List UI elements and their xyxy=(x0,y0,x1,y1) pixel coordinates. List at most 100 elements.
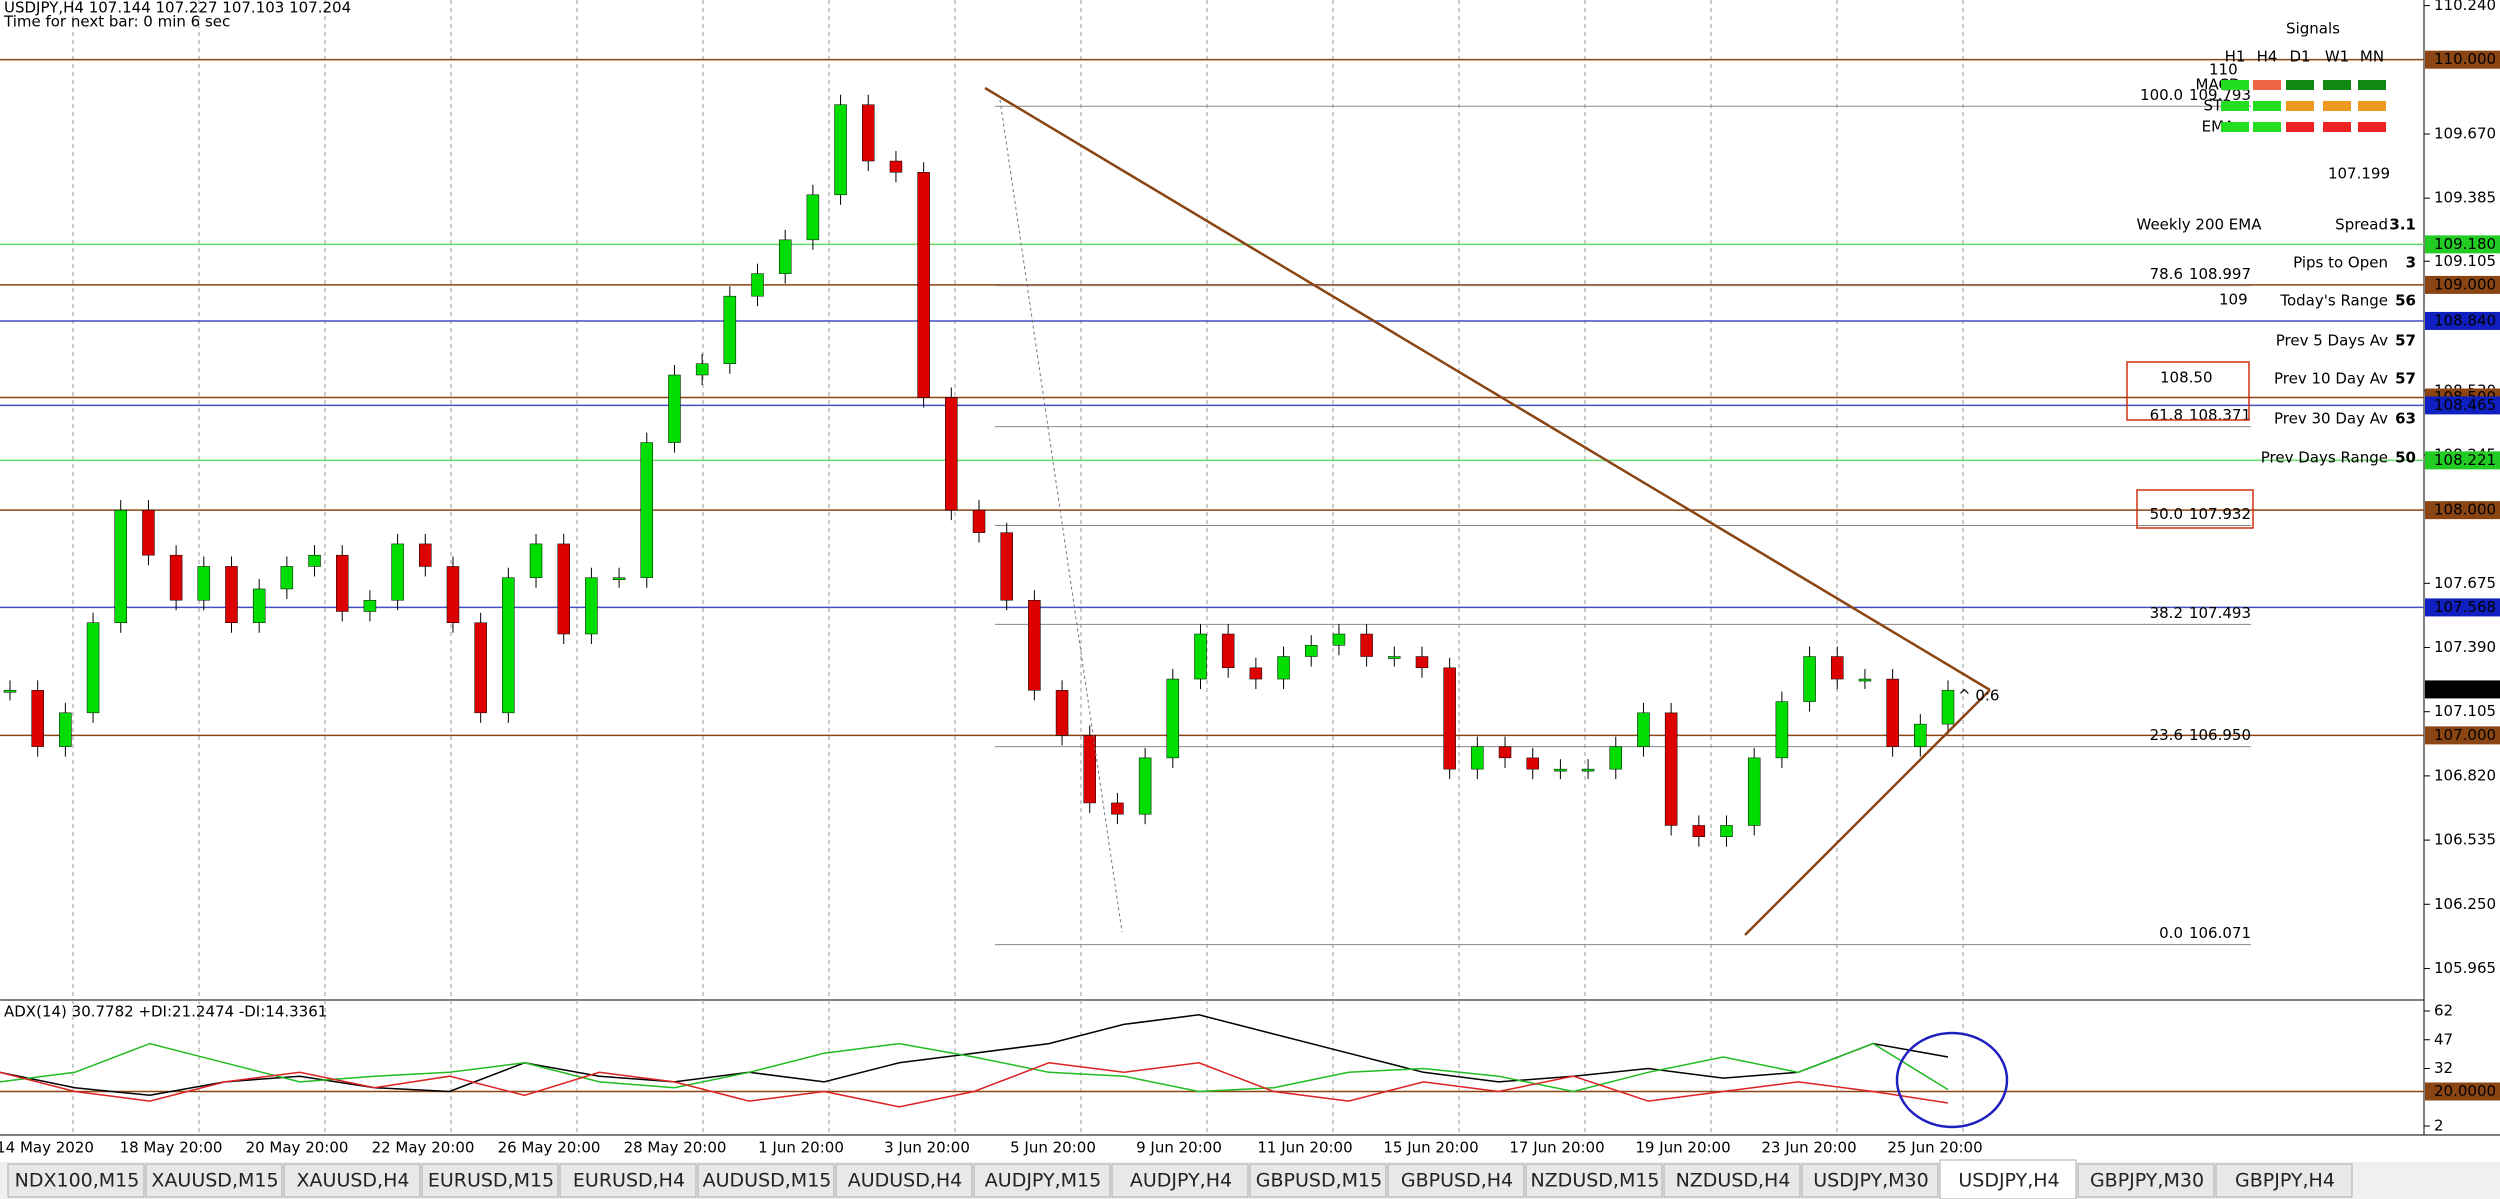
signal-cell xyxy=(2358,122,2386,132)
candle xyxy=(1664,712,1678,826)
timeframe: H1 xyxy=(2225,48,2246,66)
tab[interactable] xyxy=(697,1163,835,1198)
signal-cell xyxy=(2286,101,2314,111)
candle xyxy=(1498,746,1512,759)
tab-label[interactable]: XAUUSD,H4 xyxy=(297,1170,410,1192)
tab[interactable] xyxy=(1939,1159,2077,1199)
tab[interactable] xyxy=(2077,1163,2215,1198)
tab[interactable] xyxy=(1663,1163,1801,1198)
tab[interactable] xyxy=(1387,1163,1525,1198)
date-label: 14 May 2020 xyxy=(0,1139,94,1157)
candle xyxy=(1581,768,1595,772)
candle xyxy=(1360,633,1373,657)
tab-label[interactable]: GBPJPY,H4 xyxy=(2235,1170,2335,1192)
price-badge xyxy=(2425,311,2500,330)
tab-label[interactable]: NZDUSD,H4 xyxy=(1676,1170,1791,1192)
tab-label[interactable]: AUDUSD,H4 xyxy=(848,1170,963,1192)
tab-label[interactable]: NZDUSD,M15 xyxy=(1530,1170,1659,1192)
grid xyxy=(72,0,1964,1135)
candle xyxy=(612,577,626,580)
info-label: Prev 30 Day Av xyxy=(2274,410,2388,428)
candle xyxy=(889,160,903,173)
candle xyxy=(419,543,432,567)
date-label: 20 May 20:00 xyxy=(246,1139,349,1157)
tab[interactable] xyxy=(7,1163,145,1198)
candle xyxy=(778,239,792,274)
fib-price: 107.932 xyxy=(2189,505,2251,523)
signal-cell xyxy=(2286,80,2314,90)
price-badge xyxy=(2425,451,2500,470)
info-value: 3.1 xyxy=(2389,216,2416,234)
tab[interactable] xyxy=(145,1163,283,1198)
trendline xyxy=(1744,689,1991,936)
tab[interactable] xyxy=(973,1163,1111,1198)
tab[interactable] xyxy=(1111,1163,1249,1198)
candle xyxy=(1111,802,1124,815)
candle xyxy=(834,104,847,196)
tab[interactable] xyxy=(1525,1163,1663,1198)
tab-label[interactable]: XAUUSD,M15 xyxy=(151,1170,278,1192)
timeframe: H4 xyxy=(2257,48,2278,66)
tab-label[interactable]: GBPUSD,M15 xyxy=(1256,1170,1382,1192)
fib-level: 23.6 xyxy=(2150,726,2183,744)
candle xyxy=(474,622,487,714)
level-label: 110 xyxy=(2209,61,2238,79)
candle xyxy=(1554,768,1567,772)
candle xyxy=(1747,757,1761,826)
fib-baseline xyxy=(999,99,1123,933)
level-label: 109 xyxy=(2219,291,2248,309)
tab-label[interactable]: AUDJPY,H4 xyxy=(1130,1170,1232,1192)
tab-label[interactable]: AUDUSD,M15 xyxy=(703,1170,832,1192)
tab-label[interactable]: AUDJPY,M15 xyxy=(985,1170,1101,1192)
tab[interactable] xyxy=(283,1163,421,1198)
tab-label[interactable]: GBPJPY,M30 xyxy=(2090,1170,2204,1192)
signal-cell xyxy=(2358,80,2386,90)
trendline xyxy=(984,86,1991,692)
price-badge xyxy=(2425,598,2500,617)
candle xyxy=(225,566,238,623)
price-badge xyxy=(2425,680,2500,699)
fib-level: 50.0 xyxy=(2150,505,2183,523)
candle xyxy=(751,273,764,297)
candle xyxy=(1858,678,1872,682)
price-tick-label: 109.385 xyxy=(2434,189,2496,207)
candle xyxy=(1941,690,1955,725)
tab[interactable] xyxy=(2215,1163,2353,1198)
tab[interactable] xyxy=(559,1163,697,1198)
tab[interactable] xyxy=(1249,1163,1387,1198)
price-tick-label: 108.000 xyxy=(2434,501,2496,519)
candle xyxy=(1000,532,1013,601)
tab-label[interactable]: NDX100,M15 xyxy=(15,1170,140,1192)
signal-cell xyxy=(2358,101,2386,111)
tab-label[interactable]: EURUSD,M15 xyxy=(428,1170,554,1192)
tab-label[interactable]: USDJPY,M30 xyxy=(1813,1170,1928,1192)
candle xyxy=(1221,633,1235,669)
price-badge xyxy=(2425,275,2500,294)
date-label: 11 Jun 20:00 xyxy=(1257,1139,1352,1157)
tab[interactable] xyxy=(1801,1163,1939,1198)
tab-label[interactable]: EURUSD,H4 xyxy=(573,1170,685,1192)
price-tick-label: 107.568 xyxy=(2434,598,2496,616)
info-label: Pips to Open xyxy=(2293,254,2388,272)
tab[interactable] xyxy=(421,1163,559,1198)
info-label: Today's Range xyxy=(2279,292,2388,310)
fib-price: 108.997 xyxy=(2189,265,2251,283)
candle xyxy=(1886,678,1899,747)
fib-level: 38.2 xyxy=(2150,604,2183,622)
price-tick-label: 107.000 xyxy=(2434,726,2496,744)
price-tick-label: 107.204 xyxy=(2434,680,2496,698)
tab[interactable] xyxy=(835,1163,973,1198)
candle xyxy=(1138,757,1152,815)
candle xyxy=(1415,656,1429,669)
tab-label[interactable]: GBPUSD,H4 xyxy=(1401,1170,1513,1192)
candle xyxy=(197,566,211,601)
signal-cell xyxy=(2323,122,2351,132)
candle xyxy=(3,690,17,693)
countdown: ^ 0:6 xyxy=(1958,687,1999,705)
candle xyxy=(59,712,72,747)
tab-label[interactable]: USDJPY,H4 xyxy=(1958,1170,2059,1192)
signal-cell xyxy=(2323,101,2351,111)
fib-price: 109.793 xyxy=(2189,86,2251,104)
price-tick-label: 108.221 xyxy=(2434,451,2496,469)
candle xyxy=(1443,667,1456,770)
